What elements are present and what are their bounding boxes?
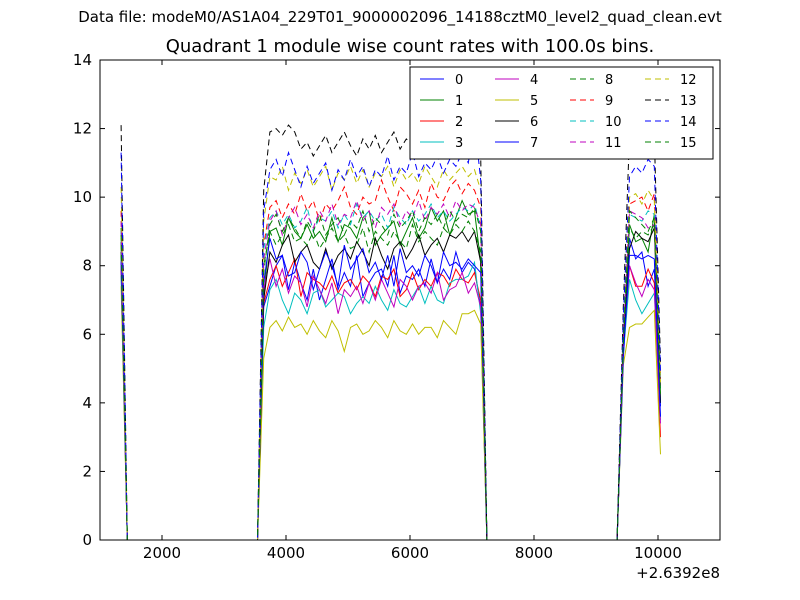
- legend-label-14: 14: [680, 115, 697, 130]
- legend-box: [409, 66, 714, 160]
- series-line-3: [120, 260, 661, 541]
- series-line-14: [120, 121, 661, 541]
- series-line-7: [120, 238, 661, 541]
- y-tick-label: 6: [82, 325, 92, 343]
- series-line-10: [120, 202, 661, 541]
- legend-label-12: 12: [680, 73, 697, 88]
- series-line-1: [120, 199, 661, 541]
- legend-label-6: 6: [530, 115, 538, 130]
- legend-label-0: 0: [455, 73, 463, 88]
- series-line-5: [120, 286, 661, 541]
- y-tick-label: 0: [82, 531, 92, 549]
- series-line-9: [120, 178, 661, 541]
- chart-title: Quadrant 1 module wise count rates with …: [165, 36, 655, 57]
- legend-label-4: 4: [530, 73, 538, 88]
- x-tick-label: 2000: [143, 544, 181, 562]
- y-tick-label: 14: [73, 51, 92, 69]
- legend-label-15: 15: [680, 136, 697, 151]
- x-axis-offset-label: +2.6392e8: [636, 564, 720, 582]
- legend-label-13: 13: [680, 94, 697, 109]
- legend-label-5: 5: [530, 94, 538, 109]
- series-line-11: [120, 199, 661, 541]
- x-tick-label: 4000: [267, 544, 305, 562]
- x-tick-label: 10000: [634, 544, 682, 562]
- y-tick-label: 10: [73, 188, 92, 206]
- legend-label-9: 9: [605, 94, 613, 109]
- legend-label-3: 3: [455, 136, 463, 151]
- series-line-13: [120, 124, 661, 541]
- x-tick-label: 8000: [515, 544, 553, 562]
- legend-label-11: 11: [605, 136, 622, 151]
- legend-label-10: 10: [605, 115, 622, 130]
- legend-label-1: 1: [455, 94, 463, 109]
- y-tick-label: 2: [82, 462, 92, 480]
- y-tick-label: 12: [73, 120, 92, 138]
- x-tick-label: 6000: [391, 544, 429, 562]
- series-line-0: [120, 238, 661, 541]
- legend-label-7: 7: [530, 136, 538, 151]
- legend-label-2: 2: [455, 115, 463, 130]
- y-tick-label: 8: [82, 257, 92, 275]
- series-line-15: [120, 206, 661, 541]
- plot-lines: [120, 121, 661, 541]
- figure-suptitle: Data file: modeM0/AS1A04_229T01_90000020…: [78, 8, 722, 26]
- y-tick-label: 4: [82, 394, 92, 412]
- series-line-8: [120, 220, 661, 541]
- legend-label-8: 8: [605, 73, 613, 88]
- series-line-4: [120, 258, 661, 541]
- series-line-12: [120, 164, 661, 541]
